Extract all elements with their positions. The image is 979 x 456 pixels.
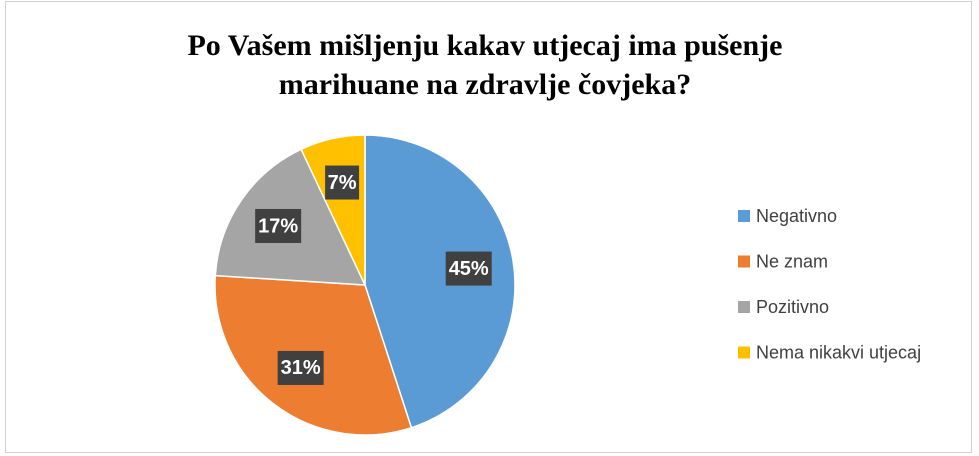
data-label: 17%: [258, 215, 298, 237]
chart-title: Po Vašem mišljenju kakav utjecaj ima puš…: [187, 29, 783, 101]
data-label-box: [277, 350, 324, 385]
data-label: 31%: [281, 357, 321, 379]
data-label: 7%: [328, 172, 357, 194]
legend-swatch: [738, 210, 750, 222]
legend-label: Negativno: [756, 206, 837, 226]
data-label-box: [325, 165, 360, 200]
data-label-box: [445, 251, 492, 286]
legend-swatch: [738, 255, 750, 268]
legend-swatch: [738, 346, 750, 359]
chart-frame: [5, 1, 972, 453]
legend-label: Ne znam: [756, 251, 828, 271]
data-label: 45%: [449, 258, 489, 280]
data-label-box: [255, 208, 302, 243]
legend-swatch: [738, 301, 750, 313]
legend-label: Nema nikakvi utjecaj: [756, 342, 921, 362]
legend-label: Pozitivno: [756, 297, 829, 317]
pie-slice: [364, 134, 516, 429]
